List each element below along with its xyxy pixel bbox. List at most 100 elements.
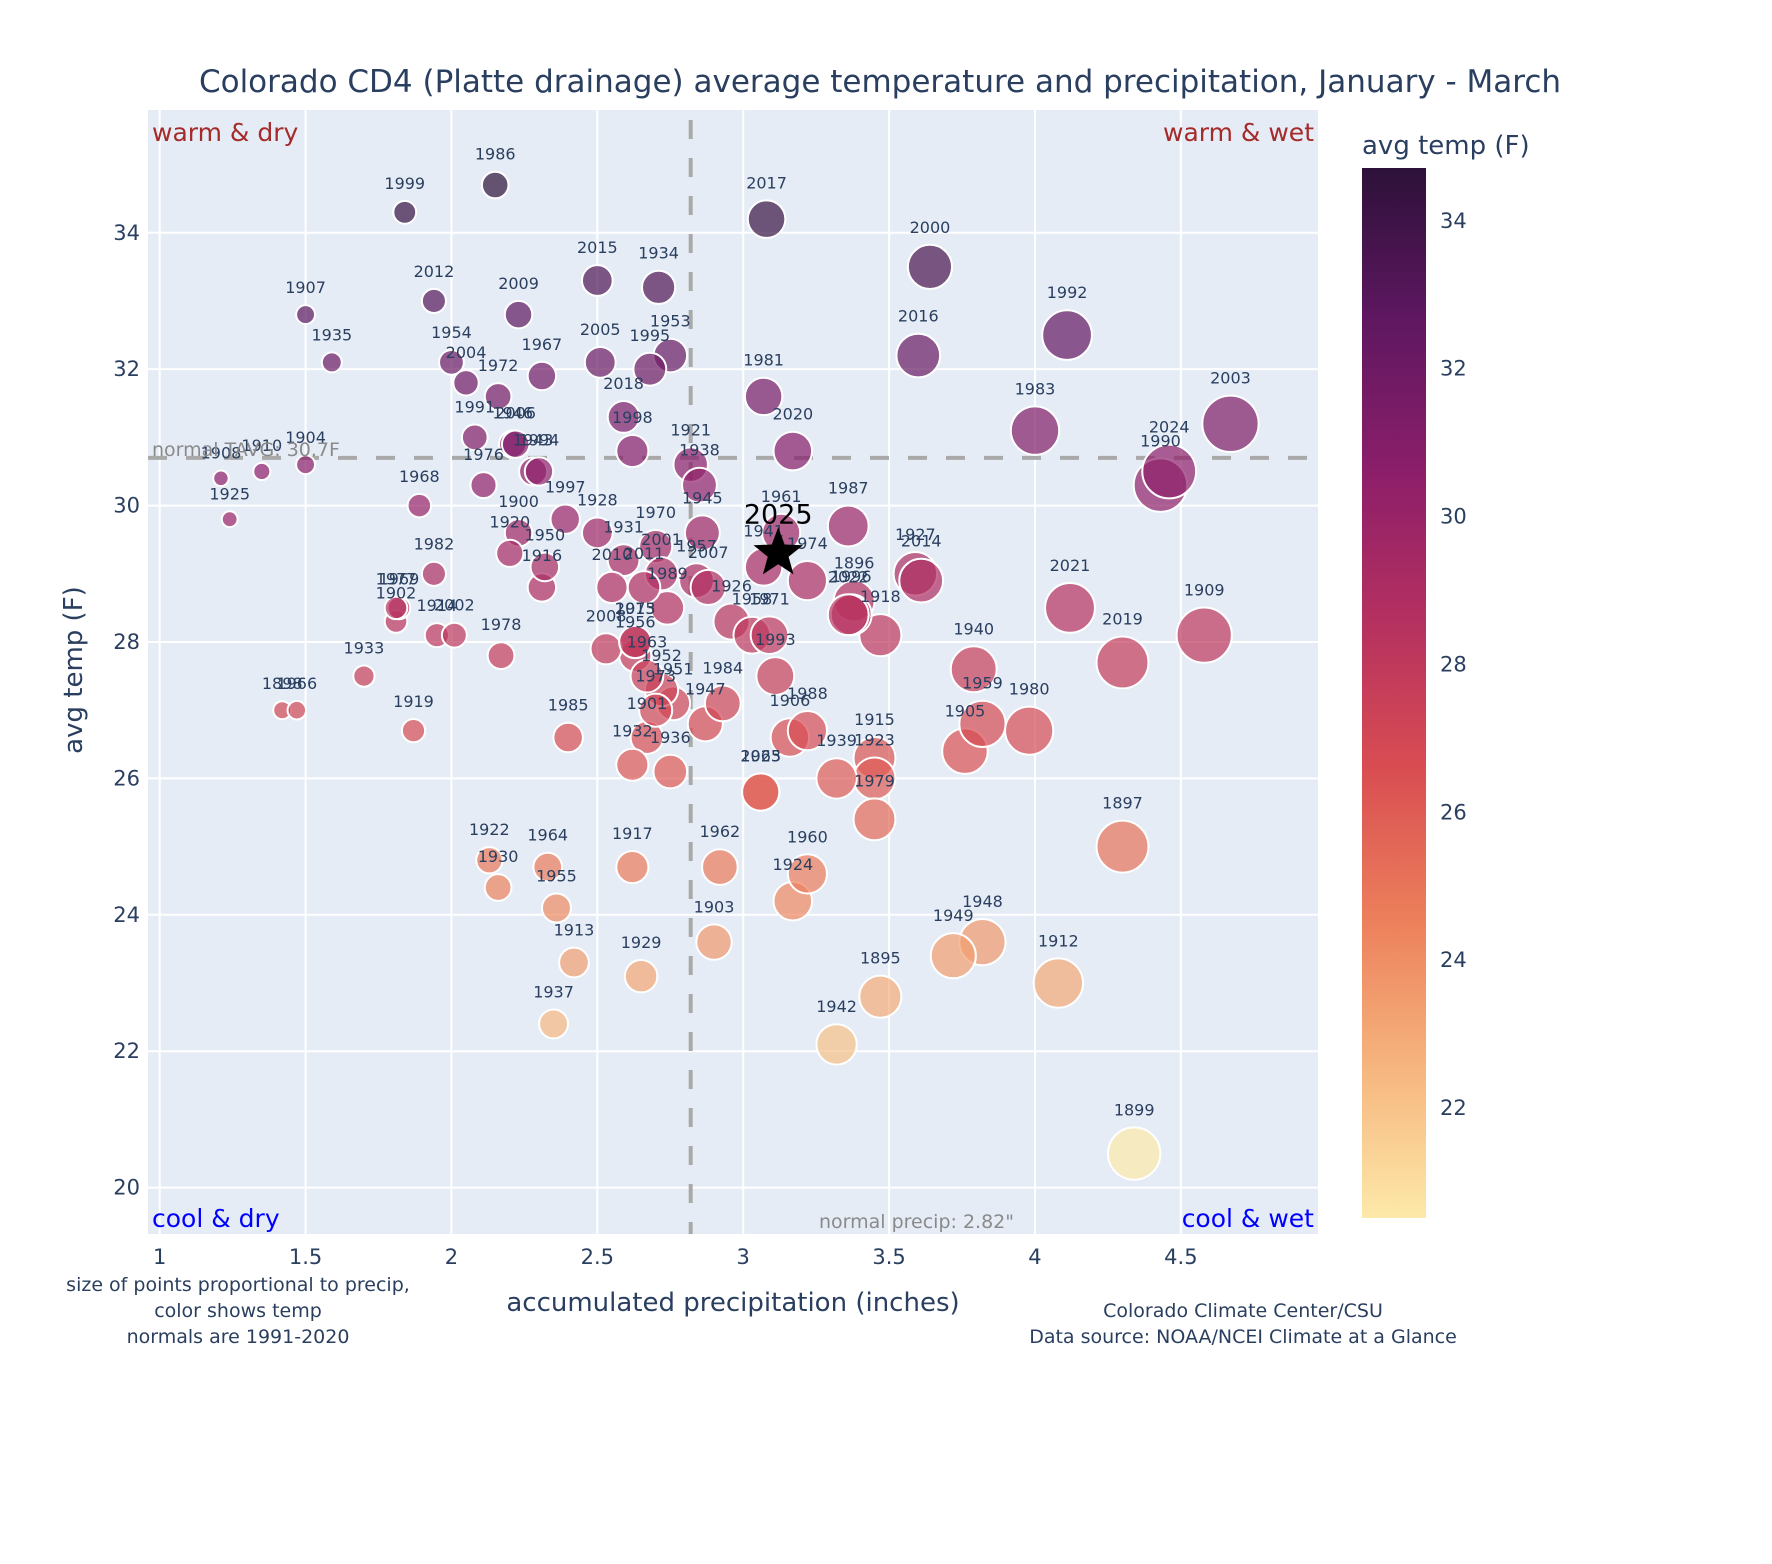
data-point xyxy=(746,199,787,239)
data-label: 1994 xyxy=(519,430,560,449)
data-label: 1979 xyxy=(854,771,895,790)
data-label: 1926 xyxy=(711,576,752,595)
data-label: 1966 xyxy=(276,674,317,693)
data-point xyxy=(623,958,659,994)
data-label: 1962 xyxy=(700,822,741,841)
data-label: 1943 xyxy=(513,430,554,449)
data-point xyxy=(420,287,447,315)
data-label: 1941 xyxy=(743,521,784,540)
data-label: 2020 xyxy=(772,405,813,424)
data-label: 1910 xyxy=(241,436,282,455)
data-label: 1951 xyxy=(653,659,694,678)
data-label: 1931 xyxy=(603,517,644,536)
data-point xyxy=(295,454,317,476)
quadrant-label-cool-wet: cool & wet xyxy=(1182,1204,1314,1233)
data-point xyxy=(320,351,343,374)
data-point xyxy=(503,299,534,330)
data-point xyxy=(420,560,447,587)
data-point xyxy=(540,892,573,924)
data-label: 1925 xyxy=(209,484,250,503)
data-label: 1972 xyxy=(478,356,519,375)
data-label: 1992 xyxy=(1047,283,1088,302)
data-point xyxy=(755,656,796,697)
data-label: 1918 xyxy=(860,587,901,606)
data-point xyxy=(1041,309,1093,361)
data-label: 1976 xyxy=(463,445,504,464)
x-tick-label: 1.5 xyxy=(289,1245,322,1269)
highlight-2025: 2025 xyxy=(744,499,813,575)
data-point xyxy=(526,360,558,392)
data-point xyxy=(523,456,555,487)
data-label: 1922 xyxy=(469,820,510,839)
credit-data-source: Data source: NOAA/NCEI Climate at a Glan… xyxy=(1029,1326,1457,1348)
data-label: 1913 xyxy=(554,921,595,940)
data-label: 1897 xyxy=(1102,794,1143,813)
data-label: 1950 xyxy=(524,526,565,545)
colorbar-ticks: 22 24 26 28 30 32 34 xyxy=(1440,209,1467,1120)
x-axis-title: accumulated precipitation (inches) xyxy=(506,1288,959,1318)
data-label: 1930 xyxy=(478,847,519,866)
data-point xyxy=(786,560,828,602)
data-point xyxy=(826,593,870,637)
data-point xyxy=(1175,606,1233,664)
data-label: 1956 xyxy=(615,613,656,632)
colorbar-tick-label: 30 xyxy=(1440,505,1467,529)
data-label: 1899 xyxy=(1114,1100,1155,1119)
y-tick-label: 28 xyxy=(113,630,140,654)
note-size: size of points proportional to precip, xyxy=(66,1274,410,1296)
data-point xyxy=(898,557,945,604)
data-point xyxy=(529,551,561,583)
data-point xyxy=(352,664,376,688)
data-label: 1912 xyxy=(1038,931,1079,950)
data-point xyxy=(815,1023,858,1066)
data-label: 2022 xyxy=(828,567,869,586)
data-label: 2008 xyxy=(586,606,627,625)
data-point xyxy=(906,243,954,290)
data-point xyxy=(649,590,686,626)
data-point xyxy=(552,721,584,754)
data-label: 2024 xyxy=(1149,418,1190,437)
data-point xyxy=(495,538,525,568)
data-label: 1967 xyxy=(522,335,563,354)
data-point xyxy=(852,797,897,842)
x-tick-label: 4 xyxy=(1028,1245,1041,1269)
x-tick-label: 2.5 xyxy=(581,1245,614,1269)
data-label: 2014 xyxy=(901,532,942,551)
normal-temp-label: normal TAVG: 30.7F xyxy=(152,439,340,461)
data-label: 1938 xyxy=(679,441,720,460)
data-point xyxy=(469,471,498,500)
y-tick-label: 24 xyxy=(113,903,140,927)
data-point xyxy=(583,345,617,379)
data-label: 1981 xyxy=(743,351,784,370)
data-label: 1964 xyxy=(527,826,568,845)
data-point xyxy=(615,747,650,782)
normal-precip-label: normal precip: 2.82" xyxy=(819,1211,1014,1233)
data-point xyxy=(483,873,513,902)
x-tick-label: 1 xyxy=(153,1245,166,1269)
data-label: 1997 xyxy=(545,478,586,497)
data-label: 1982 xyxy=(414,535,455,554)
data-label: 1961 xyxy=(761,487,802,506)
data-label: 1934 xyxy=(638,244,679,263)
data-points xyxy=(212,170,1260,1181)
data-point xyxy=(1095,819,1150,874)
data-point xyxy=(558,946,590,979)
data-point xyxy=(683,514,721,552)
data-label: 1991 xyxy=(454,398,495,417)
quadrant-label-cool-dry: cool & dry xyxy=(152,1204,280,1233)
data-label: 1904 xyxy=(285,428,326,447)
data-point xyxy=(483,382,513,411)
data-label: 1939 xyxy=(816,731,857,750)
y-tick-label: 34 xyxy=(113,221,140,245)
data-label: 1940 xyxy=(953,619,994,638)
data-label: 1970 xyxy=(635,503,676,522)
data-label: 1907 xyxy=(285,278,326,297)
colorbar-title: avg temp (F) xyxy=(1362,131,1530,161)
data-point xyxy=(689,568,727,607)
data-label: 1921 xyxy=(670,420,711,439)
data-label: 1986 xyxy=(475,145,516,164)
data-label: 1923 xyxy=(854,730,895,749)
grid-lines xyxy=(148,110,1318,1234)
data-point xyxy=(703,684,742,723)
